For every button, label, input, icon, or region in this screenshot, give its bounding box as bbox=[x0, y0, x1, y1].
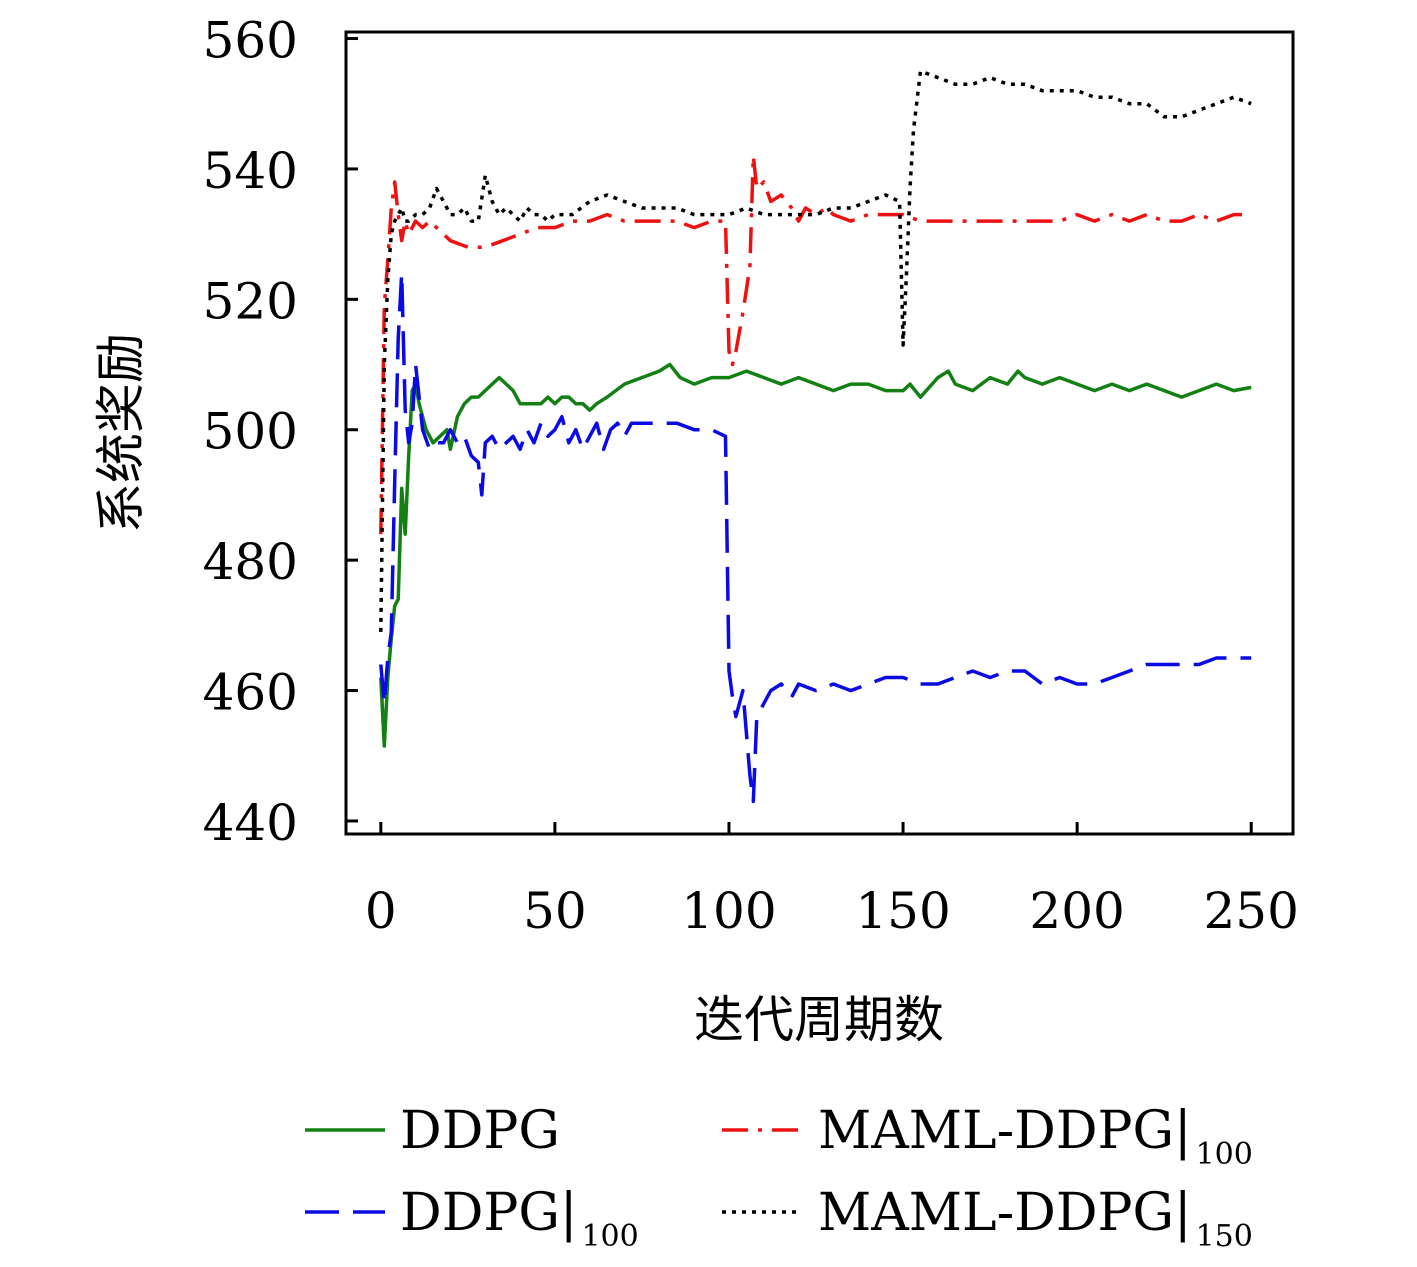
legend-label: DDPG bbox=[400, 1101, 560, 1161]
legend-subscript: 150 bbox=[1196, 1219, 1253, 1254]
y-tick-label: 440 bbox=[203, 794, 298, 852]
series-line-0 bbox=[379, 362, 1252, 748]
x-tick-label: 50 bbox=[523, 882, 587, 940]
legend-label: DDPG| bbox=[400, 1183, 577, 1243]
legend-item-2: MAML-DDPG| 100 bbox=[722, 1101, 1253, 1172]
legend-label: MAML-DDPG| bbox=[818, 1183, 1192, 1243]
y-tick-label: 480 bbox=[203, 533, 298, 591]
y-axis-title: 系统奖励 bbox=[92, 333, 150, 533]
x-tick-label: 200 bbox=[1029, 882, 1124, 940]
series-layer bbox=[379, 69, 1252, 804]
y-tick-label: 500 bbox=[203, 403, 298, 461]
x-tick-label: 100 bbox=[681, 882, 776, 940]
legend-item-3: MAML-DDPG| 150 bbox=[722, 1183, 1253, 1254]
x-tick-label: 250 bbox=[1204, 882, 1299, 940]
series-line-3 bbox=[379, 69, 1252, 632]
x-tick-label: 150 bbox=[855, 882, 950, 940]
series-line-1 bbox=[379, 271, 1252, 804]
y-tick-label: 460 bbox=[203, 664, 298, 722]
legend-item-0: DDPG bbox=[305, 1101, 560, 1161]
legend-subscript: 100 bbox=[1196, 1137, 1253, 1172]
legend-item-1: DDPG| 100 bbox=[305, 1183, 639, 1254]
legend-label: MAML-DDPG| bbox=[818, 1101, 1192, 1161]
y-tick-label: 560 bbox=[203, 12, 298, 70]
x-tick-label: 0 bbox=[365, 882, 397, 940]
y-tick-label: 520 bbox=[203, 272, 298, 330]
legend-subscript: 100 bbox=[581, 1219, 638, 1254]
x-axis-title: 迭代周期数 bbox=[694, 991, 944, 1049]
ticks: 0 50 100 150 200 250 440 460 480 500 520 540 560 bbox=[203, 12, 1299, 940]
series-line-2 bbox=[379, 154, 1252, 535]
y-tick-label: 540 bbox=[203, 142, 298, 200]
plot-frame bbox=[344, 30, 1295, 836]
